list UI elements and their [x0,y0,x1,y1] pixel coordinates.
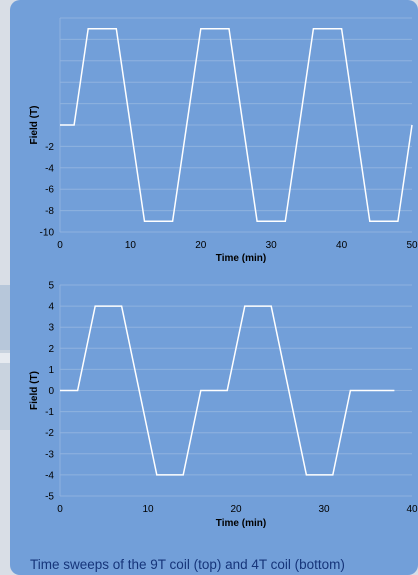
x-tick-label: 40 [406,504,418,515]
chart-4t-coil: -5 -4 -3 -2 -1 0 1 2 3 4 5 0 10 20 30 40 Time (min) Field… [29,281,418,530]
x-tick-label: 30 [318,504,330,515]
y-tick-label: -4 [45,470,54,481]
x-tick-label: 0 [57,504,63,515]
y-tick-label: -4 [45,163,54,174]
y-tick-label: -5 [45,492,54,503]
x-tick-label: 20 [230,504,242,515]
x-tick-label: 0 [57,240,63,251]
left-strip-segment [0,353,10,363]
y-tick-label: -8 [45,206,54,217]
left-strip-segment [0,285,10,350]
series-line [60,27,413,223]
figure-caption: Time sweeps of the 9T coil (top) and 4T … [30,557,345,572]
y-tick-label: -10 [40,228,55,239]
y-tick-label: 1 [48,365,54,376]
chart-9t-coil: -10 -8 -6 -4 -2 0 10 20 30 40 50 Time (min) Field (T… [29,17,418,264]
y-tick-label: 4 [48,302,54,313]
y-axis-title: Field (T) [29,371,40,410]
x-tick-label: 10 [142,504,154,515]
x-axis-title: Time (min) [216,518,266,529]
left-background-strip [0,285,10,430]
x-tick-label: 30 [266,240,278,251]
y-tick-label: -3 [45,449,54,460]
y-tick-label: 2 [48,344,54,355]
x-tick-label: 20 [195,240,207,251]
y-axis-title: Field (T) [29,106,40,145]
x-axis-title: Time (min) [216,253,266,264]
y-tick-label: -2 [45,142,54,153]
x-tick-label: 50 [406,240,418,251]
y-tick-label: -6 [45,185,54,196]
y-tick-label: -2 [45,428,54,439]
y-tick-label: -1 [45,407,54,418]
x-tick-label: 10 [125,240,137,251]
series-line [60,305,395,476]
y-tick-label: 0 [48,386,54,397]
y-tick-label: 5 [48,281,54,292]
y-tick-label: 3 [48,323,54,334]
x-tick-label: 40 [336,240,348,251]
